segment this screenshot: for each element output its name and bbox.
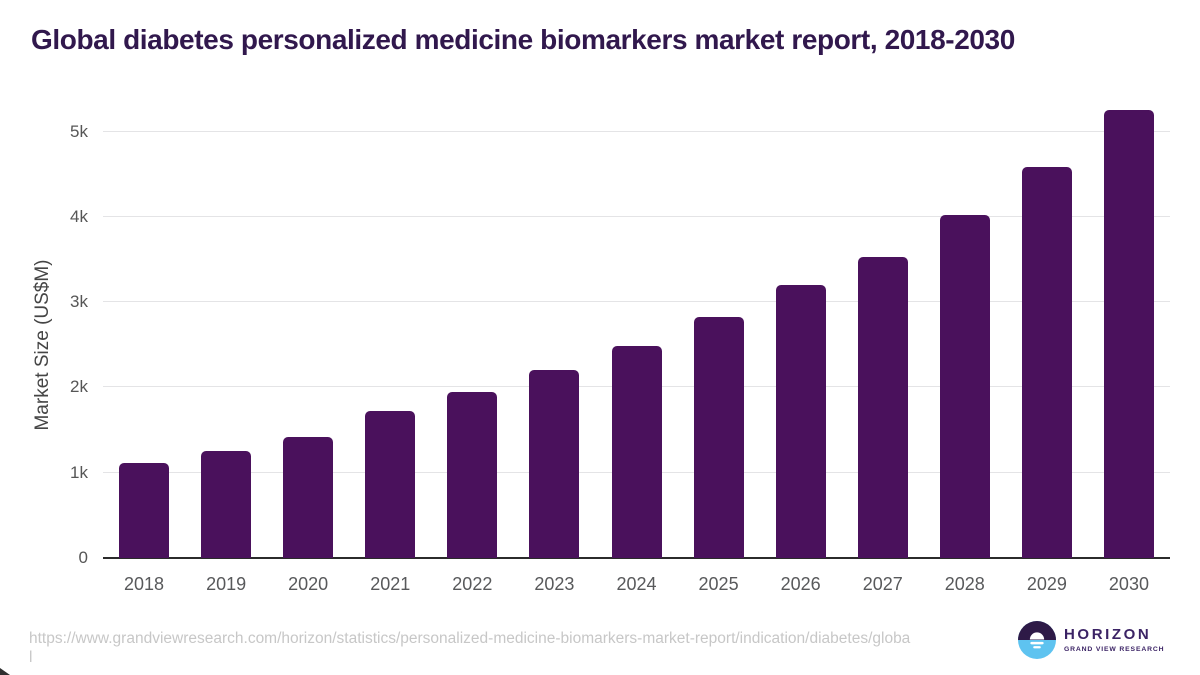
y-tick-1k: 1k	[70, 462, 88, 482]
x-axis-labels: 2018 2019 2020 2021 2022 2023 2024 2025 2026 2027…	[103, 572, 1170, 596]
x-tick-2022: 2022	[452, 574, 493, 594]
y-tick-0: 0	[78, 548, 88, 567]
x-tick-2027: 2027	[862, 574, 903, 594]
bar-2019[interactable]	[201, 450, 252, 558]
gridline-3k	[103, 301, 1170, 303]
y-tick-4k: 4k	[70, 206, 88, 226]
source-url[interactable]: https://www.grandviewresearch.com/horizo…	[29, 630, 910, 667]
x-tick-2029: 2029	[1026, 574, 1067, 594]
corner-artifact	[0, 668, 10, 675]
y-tick-2k: 2k	[70, 377, 88, 397]
y-axis-title: Market Size (US$M)	[32, 259, 53, 431]
y-tick-3k: 3k	[70, 292, 88, 312]
x-tick-2025: 2025	[698, 574, 739, 594]
y-tick-5k: 5k	[70, 121, 88, 141]
bar-2029[interactable]	[1021, 166, 1072, 558]
logo-wordmark: HORIZON	[1064, 626, 1152, 643]
bar-2024[interactable]	[611, 346, 662, 558]
bar-2030[interactable]	[1103, 110, 1154, 558]
x-tick-2026: 2026	[780, 574, 821, 594]
bar-2022[interactable]	[447, 391, 498, 558]
source-url-line1: https://www.grandviewresearch.com/horizo…	[29, 630, 911, 647]
x-tick-2024: 2024	[616, 574, 657, 594]
horizon-logo[interactable]: HORIZON GRAND VIEW RESEARCH	[1018, 621, 1164, 659]
x-tick-2019: 2019	[206, 574, 247, 594]
x-axis-line	[103, 557, 1170, 559]
bar-2021[interactable]	[365, 410, 416, 558]
horizon-sunrise-icon	[1018, 621, 1056, 659]
gridline-5k	[103, 130, 1170, 132]
bar-2018[interactable]	[119, 463, 170, 558]
x-tick-2018: 2018	[124, 574, 165, 594]
logo-text: HORIZON GRAND VIEW RESEARCH	[1064, 626, 1165, 654]
x-tick-2020: 2020	[288, 574, 329, 594]
source-url-line2: l	[29, 648, 33, 666]
logo-subtitle: GRAND VIEW RESEARCH	[1064, 646, 1165, 653]
bar-2020[interactable]	[283, 436, 334, 558]
x-tick-2023: 2023	[534, 574, 575, 594]
x-tick-2021: 2021	[370, 574, 411, 594]
x-tick-2028: 2028	[944, 574, 985, 594]
plot-area	[103, 100, 1170, 559]
page-title: Global diabetes personalized medicine bi…	[31, 24, 1015, 55]
bar-2023[interactable]	[529, 369, 580, 558]
x-tick-2030: 2030	[1108, 574, 1149, 594]
bar-2028[interactable]	[939, 214, 990, 558]
gridline-4k	[103, 215, 1170, 217]
bar-2027[interactable]	[857, 257, 908, 558]
bar-2026[interactable]	[775, 285, 826, 558]
bar-2025[interactable]	[693, 316, 744, 558]
